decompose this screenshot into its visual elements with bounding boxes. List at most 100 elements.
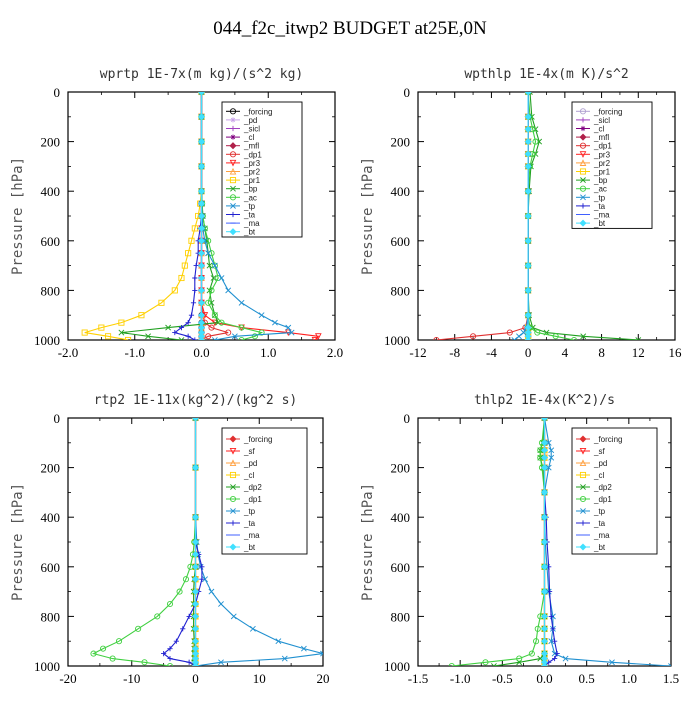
data-point-bt: [191, 625, 200, 633]
legend-marker: [580, 203, 586, 209]
x-tick-label: 0.5: [579, 671, 595, 686]
legend: [221, 101, 303, 238]
x-tick-label: -8: [449, 345, 460, 360]
data-point-bt: [191, 575, 200, 583]
data-point-tp: [285, 324, 292, 331]
x-tick-label: -1.0: [124, 345, 145, 360]
data-point-bt: [191, 563, 200, 571]
data-point-bt: [540, 446, 549, 454]
legend-label: _ma: [243, 531, 260, 540]
legend-marker: [229, 495, 237, 503]
y-tick-label: 1000: [34, 333, 60, 348]
legend-marker: [229, 142, 237, 150]
legend-marker: [579, 219, 587, 227]
data-point-dp2: [537, 655, 544, 662]
data-point-ac: [211, 312, 218, 319]
data-point-tp: [225, 287, 232, 294]
data-point-bp: [206, 262, 213, 269]
legend-marker: [579, 495, 587, 503]
data-point-bt: [197, 299, 206, 307]
legend-label: _mfl: [243, 142, 259, 151]
data-point-ta: [199, 564, 205, 570]
data-point-bt: [197, 212, 206, 220]
y-tick-label: 800: [41, 283, 61, 298]
legend-label: _ta: [593, 202, 606, 211]
data-point-bt: [540, 612, 549, 620]
chart-title: wpthlp 1E-4x(m K)/s^2: [464, 67, 628, 82]
data-point-pr1: [118, 319, 125, 326]
data-point-bt: [524, 212, 532, 220]
legend-label: _forcing: [243, 435, 272, 444]
data-point-bt: [191, 662, 200, 666]
legend-label: _ta: [243, 519, 256, 528]
data-point-ac: [570, 336, 578, 340]
chart-rtp2: rtp2 1E-11x(kg^2)/(kg^2 s) Pressure [hPa]…: [10, 393, 330, 686]
series-line-dp1: [436, 92, 529, 340]
y-axis-label: Pressure [hPa]: [10, 483, 26, 601]
data-point-bt: [524, 125, 532, 133]
data-point-pr1: [188, 237, 195, 244]
legend-marker: [579, 108, 587, 115]
x-tick-label: 8: [598, 345, 605, 360]
data-point-bt: [197, 336, 206, 340]
y-tick-label: 800: [41, 609, 61, 624]
data-point-tp: [218, 275, 225, 281]
legend-label: _cl: [243, 471, 254, 480]
legend-marker: [580, 508, 586, 514]
data-point-tp: [545, 439, 552, 446]
legend-marker: [579, 471, 587, 479]
data-point-ta: [185, 333, 191, 339]
data-point-bt: [191, 418, 200, 422]
data-point-bt: [191, 513, 200, 521]
legend-label: _pd: [593, 459, 607, 468]
x-tick-label: 20: [317, 671, 330, 686]
data-point-pr1: [181, 262, 188, 269]
legend-label: _ac: [243, 193, 257, 202]
legend-marker: [229, 167, 237, 175]
data-point-bp: [145, 333, 152, 340]
data-point-ta: [192, 275, 198, 281]
y-axis-label: Pressure [hPa]: [360, 483, 376, 601]
data-point-ac: [208, 287, 215, 294]
legend-label: _dp1: [243, 150, 262, 159]
data-point-bt: [197, 224, 206, 232]
data-point-bt: [524, 237, 532, 245]
data-point-bt: [524, 187, 532, 195]
data-point-ta: [178, 325, 185, 331]
x-tick-label: 1.0: [621, 671, 637, 686]
data-point-bt: [197, 200, 206, 208]
data-point-tp: [668, 663, 671, 666]
data-point-dp1: [166, 662, 174, 666]
data-point-bt: [197, 162, 206, 170]
data-point-ta: [167, 646, 173, 652]
data-point-tp: [320, 650, 323, 657]
series-group: [90, 418, 323, 666]
data-point-tp: [545, 464, 552, 471]
x-tick-label: -1.5: [408, 671, 429, 686]
legend-label: _ac: [593, 185, 607, 194]
y-tick-label: 400: [391, 510, 411, 525]
legend-marker: [230, 117, 236, 123]
data-point-pr3: [311, 336, 319, 340]
x-tick-label: 0.0: [536, 671, 552, 686]
legend-label: _bt: [593, 219, 606, 228]
data-point-pr1: [171, 287, 178, 294]
data-point-bt: [191, 612, 200, 620]
data-point-bt: [191, 600, 200, 608]
data-point-dp1: [109, 655, 116, 662]
data-point-dp1: [482, 659, 489, 666]
data-point-pr1: [158, 299, 165, 306]
data-point-dp1: [182, 576, 189, 583]
series-line-dp1: [91, 418, 197, 666]
legend-marker: [579, 447, 587, 455]
data-point-dp1: [154, 613, 161, 620]
data-point-ta: [192, 287, 198, 293]
data-point-bt: [540, 662, 549, 666]
data-point-pr1: [191, 225, 198, 232]
legend-label: _dp1: [243, 495, 262, 504]
series-line-ta: [173, 92, 203, 340]
data-point-dp1: [176, 588, 183, 595]
legend-label: _ma: [593, 531, 610, 540]
data-point-bt: [191, 464, 200, 472]
legend-marker: [579, 185, 587, 192]
